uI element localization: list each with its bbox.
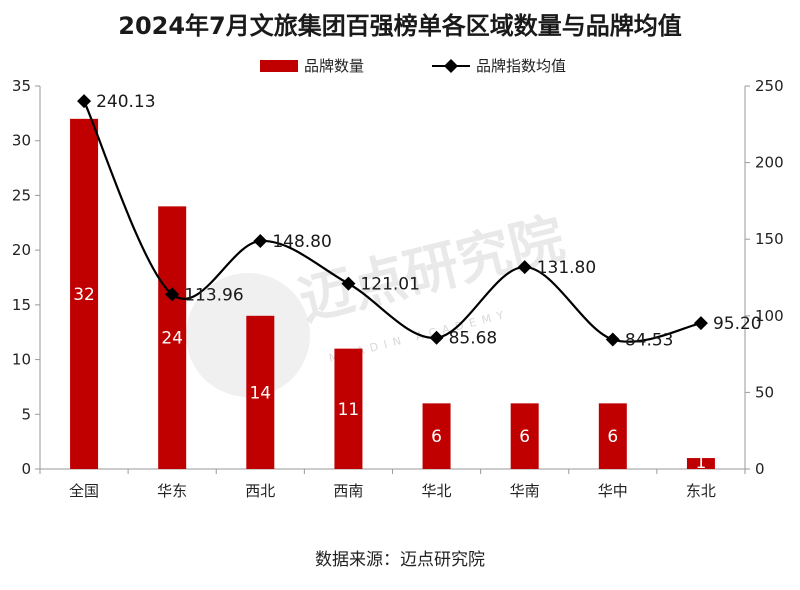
- y-right-tick-label: 250: [755, 77, 784, 95]
- bar: [422, 403, 451, 469]
- y-right-tick-label: 150: [755, 230, 784, 248]
- line-marker-icon: [77, 94, 92, 109]
- line-marker-icon: [165, 287, 180, 302]
- bar: [686, 458, 715, 469]
- source-note: 数据来源：迈点研究院: [315, 550, 485, 570]
- line-marker-icon: [693, 316, 708, 331]
- bar: [246, 315, 275, 469]
- x-axis-categories: 全国 华东 西北 西南 华北 华南 华中 东北: [39, 469, 746, 500]
- line-value-label: 121.01: [360, 275, 419, 295]
- x-category-label: 东北: [686, 482, 716, 500]
- x-category-label: 西南: [333, 482, 363, 500]
- x-category-label: 华南: [510, 482, 540, 500]
- line-markers: [77, 94, 708, 347]
- bar-value-label: 1: [696, 453, 707, 473]
- x-category-label: 华中: [598, 482, 628, 500]
- line-marker-icon: [517, 260, 532, 275]
- chart-title: 2024年7月文旅集团百强榜单各区域数量与品牌均值: [118, 12, 682, 40]
- x-category-label: 华东: [157, 482, 187, 500]
- y-left-tick-label: 35: [12, 77, 31, 95]
- line-marker-icon: [341, 276, 356, 291]
- bar: [70, 118, 99, 469]
- bar-value-label: 24: [161, 329, 183, 349]
- y-right-tick-label: 200: [755, 154, 784, 172]
- bars: [70, 118, 715, 469]
- line-value-label: 84.53: [625, 331, 674, 351]
- y-left-tick-label: 15: [12, 296, 31, 314]
- y-right-tick-label: 50: [755, 383, 774, 401]
- bar-labels: 32 24 14 11 6 6 6 1: [73, 285, 706, 473]
- line-marker-icon: [253, 234, 268, 249]
- bar: [334, 348, 363, 469]
- line-value-label: 131.80: [537, 258, 596, 278]
- line-value-label: 95.20: [713, 314, 762, 334]
- y-left-tick-label: 5: [21, 405, 31, 423]
- x-category-label: 全国: [69, 482, 99, 500]
- bar-value-label: 32: [73, 285, 95, 305]
- line-labels: 240.13 113.96 148.80 121.01 85.68 131.80 84.53…: [96, 92, 762, 350]
- y-right-tick-label: 100: [755, 307, 784, 325]
- bar-value-label: 14: [249, 383, 271, 403]
- y-left-tick-label: 10: [12, 351, 31, 369]
- line-marker-icon: [605, 332, 620, 347]
- y-axis-left-ticks: 0 5 10 15 20 25 30 35: [12, 77, 40, 478]
- line-value-label: 148.80: [272, 232, 331, 252]
- line-value-label: 113.96: [184, 285, 243, 305]
- legend-label-bar: 品牌数量: [304, 57, 364, 75]
- line-value-label: 85.68: [449, 329, 498, 349]
- y-axis-right-ticks: 0 50 100 150 200 250: [745, 77, 784, 478]
- bar: [510, 403, 539, 469]
- line-value-label: 240.13: [96, 92, 155, 112]
- x-category-label: 西北: [245, 482, 275, 500]
- legend: 品牌数量 品牌指数均值: [260, 57, 566, 75]
- bar-value-label: 6: [607, 427, 618, 447]
- y-right-tick-label: 0: [755, 460, 765, 478]
- legend-marker-icon: [444, 59, 458, 73]
- y-left-tick-label: 25: [12, 186, 31, 204]
- y-left-tick-label: 0: [21, 460, 31, 478]
- legend-label-line: 品牌指数均值: [476, 57, 566, 75]
- bar-value-label: 6: [431, 427, 442, 447]
- x-category-label: 华北: [422, 482, 452, 500]
- bar-value-label: 6: [519, 427, 530, 447]
- bar: [598, 403, 627, 469]
- line-marker-icon: [429, 330, 444, 345]
- bar-value-label: 11: [338, 400, 360, 420]
- bar: [158, 206, 187, 469]
- y-left-tick-label: 30: [12, 132, 31, 150]
- legend-swatch-bar: [260, 60, 298, 72]
- y-left-tick-label: 20: [12, 241, 31, 259]
